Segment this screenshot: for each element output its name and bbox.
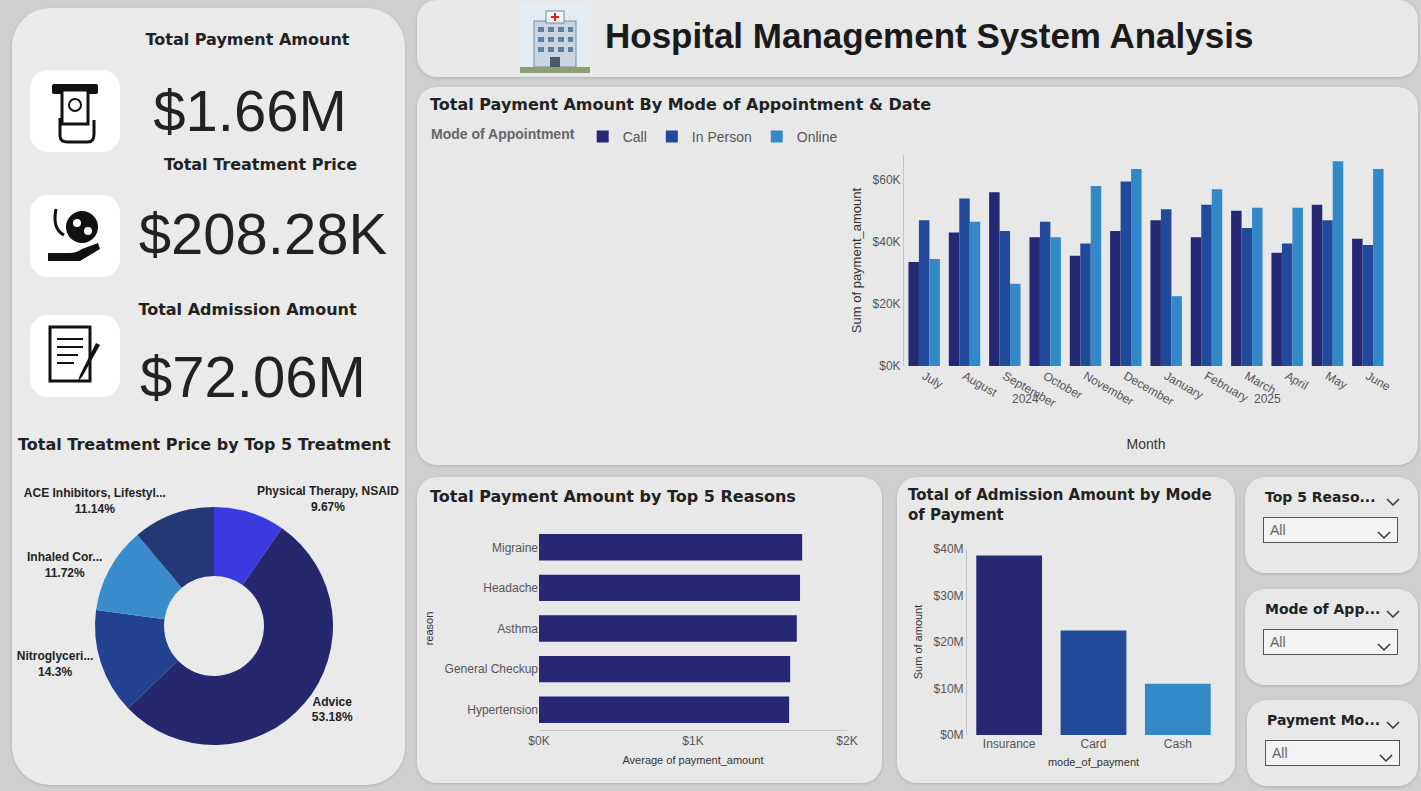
svg-text:Call: Call (623, 129, 647, 145)
html-text:$72.06M: $72.06M (140, 344, 366, 409)
html-text:Total Treatment Price by Top 5: Total Treatment Price by Top 5 Treatment (18, 435, 391, 454)
html-text:Hospital Management System Ana: Hospital Management System Analysis (605, 16, 1254, 55)
svg-text:Nitroglyceri...14.3%: Nitroglyceri...14.3% (17, 649, 94, 679)
svg-text:$1K: $1K (682, 734, 703, 748)
svg-text:Card: Card (1080, 737, 1106, 751)
svg-text:Insurance: Insurance (983, 737, 1036, 751)
svg-text:$40M: $40M (934, 542, 964, 556)
svg-text:Inhaled Cor...11.72%: Inhaled Cor...11.72% (27, 550, 102, 580)
html-text:Total Payment Amount by Top 5: Total Payment Amount by Top 5 Reasons (430, 487, 796, 506)
svg-text:Sum of payment_amount: Sum of payment_amount (849, 187, 864, 333)
svg-text:September: September (1000, 369, 1058, 410)
svg-text:July: July (920, 369, 945, 392)
svg-text:February: February (1202, 369, 1251, 405)
svg-text:Online: Online (797, 129, 838, 145)
svg-text:reason: reason (423, 612, 435, 646)
html-text:$208.28K: $208.28K (138, 201, 388, 266)
svg-text:$40K: $40K (873, 235, 901, 249)
svg-text:$20K: $20K (873, 297, 901, 311)
svg-text:November: November (1081, 369, 1136, 409)
svg-text:$60K: $60K (873, 173, 901, 187)
svg-text:$30M: $30M (934, 589, 964, 603)
svg-text:June: June (1363, 369, 1393, 394)
html-text:Payment Mo...: Payment Mo... (1267, 712, 1381, 728)
svg-text:$0K: $0K (879, 359, 900, 373)
svg-text:$10M: $10M (934, 682, 964, 696)
svg-text:2024: 2024 (1012, 392, 1039, 406)
html-text:Total Payment Amount By Mode o: Total Payment Amount By Mode of Appointm… (430, 95, 931, 114)
html-text:Total of Admission Amount by M: Total of Admission Amount by Mode of Pay… (908, 486, 1212, 524)
html-text:Total Admission Amount: Total Admission Amount (138, 300, 357, 319)
svg-text:Migraine: Migraine (492, 541, 538, 555)
svg-text:$20M: $20M (934, 635, 964, 649)
svg-text:General Checkup: General Checkup (445, 662, 539, 676)
svg-text:Average of payment_amount: Average of payment_amount (622, 754, 763, 766)
svg-text:October: October (1041, 369, 1085, 402)
svg-text:Sum of amount: Sum of amount (912, 605, 924, 680)
svg-text:Hypertension: Hypertension (467, 703, 538, 717)
html-text:Mode of App...: Mode of App... (1265, 601, 1381, 617)
svg-text:$2K: $2K (836, 734, 857, 748)
svg-text:Month: Month (1127, 436, 1166, 452)
svg-text:mode_of_payment: mode_of_payment (1048, 756, 1139, 768)
svg-text:$0M: $0M (940, 728, 963, 742)
svg-text:April: April (1283, 369, 1311, 393)
svg-text:2025: 2025 (1254, 392, 1281, 406)
html-text:All: All (1270, 634, 1286, 650)
svg-text:Headache: Headache (483, 581, 538, 595)
svg-text:Advice53.18%: Advice53.18% (312, 695, 353, 725)
svg-text:May: May (1323, 369, 1350, 392)
svg-text:Physical Therapy, NSAID9.67%: Physical Therapy, NSAID9.67% (257, 484, 399, 514)
svg-text:In Person: In Person (692, 129, 752, 145)
html-text:All: All (1270, 522, 1286, 538)
svg-text:January: January (1162, 369, 1206, 402)
svg-text:Asthma: Asthma (497, 622, 538, 636)
svg-text:December: December (1121, 369, 1176, 409)
svg-text:March: March (1242, 369, 1278, 398)
svg-text:Cash: Cash (1164, 737, 1192, 751)
html-text:Total Payment Amount: Total Payment Amount (145, 30, 350, 49)
svg-text:August: August (960, 369, 1000, 400)
html-text:$1.66M: $1.66M (153, 78, 347, 143)
html-text:All: All (1272, 745, 1288, 761)
html-text:Total Treatment Price: Total Treatment Price (163, 155, 358, 174)
svg-text:$0K: $0K (528, 734, 549, 748)
svg-text:ACE Inhibitors, Lifestyl...11.: ACE Inhibitors, Lifestyl...11.14% (24, 486, 166, 516)
html-text:Top 5 Reaso...: Top 5 Reaso... (1265, 489, 1376, 505)
svg-text:Mode of Appointment: Mode of Appointment (431, 126, 575, 142)
